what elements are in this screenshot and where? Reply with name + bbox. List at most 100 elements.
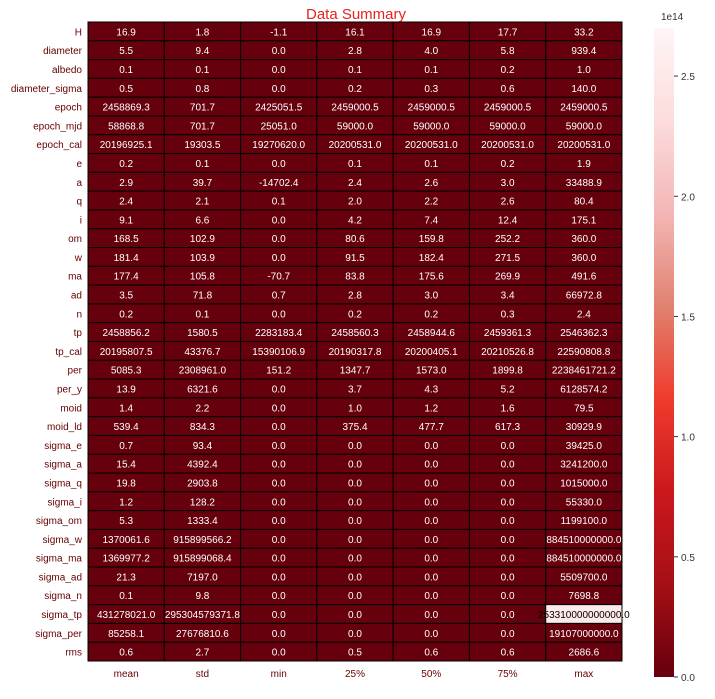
cell-label: 0.0 (272, 234, 286, 245)
cell-label: 0.2 (348, 84, 362, 95)
row-label: sigma_q (44, 478, 82, 489)
cell-label: 0.1 (348, 65, 362, 76)
cell-label: 939.4 (571, 46, 596, 57)
cell-label: 55330.0 (566, 497, 603, 508)
cell-label: 0.1 (424, 65, 438, 76)
cell-label: 0.0 (348, 629, 362, 640)
cell-label: 0.0 (424, 629, 438, 640)
colorbar-tick-label: 0.0 (681, 673, 695, 684)
cell-label: 0.1 (272, 197, 286, 208)
cell-label: 2238461721.2 (552, 366, 616, 377)
cell-label: 2.7 (195, 648, 209, 659)
cell-label: 9.8 (195, 591, 209, 602)
row-label: rms (65, 648, 82, 659)
row-label: sigma_tp (41, 610, 82, 621)
cell-label: 701.7 (190, 121, 215, 132)
cell-label: 0.0 (348, 516, 362, 527)
cell-label: 0.0 (348, 610, 362, 621)
cell-label: 4.2 (348, 215, 362, 226)
cell-label: 6128574.2 (560, 384, 608, 395)
cell-label: 252.2 (495, 234, 520, 245)
row-label: sigma_om (36, 516, 82, 527)
cell-label: 20200531.0 (481, 140, 534, 151)
cell-label: 269.9 (495, 272, 520, 283)
cell-label: 2459000.5 (408, 103, 456, 114)
cell-label: 0.0 (272, 591, 286, 602)
cell-label: 0.6 (501, 648, 515, 659)
cell-label: 2459000.5 (331, 103, 379, 114)
cell-label: 5.5 (119, 46, 133, 57)
cell-label: 701.7 (190, 103, 215, 114)
cell-label: 884510000000.0 (546, 535, 622, 546)
column-label: 75% (498, 669, 518, 680)
colorbar: 0.0 0.5 1.0 1.5 2.0 2.5 1e14 (654, 12, 695, 684)
cell-label: 140.0 (571, 84, 596, 95)
cell-label: 16.9 (116, 27, 136, 38)
cell-label: 71.8 (193, 291, 213, 302)
cell-label: 915899068.4 (173, 554, 232, 565)
row-label: sigma_i (48, 497, 82, 508)
cell-label: 0.1 (424, 159, 438, 170)
cell-label: 33488.9 (566, 178, 603, 189)
cell-label: 93.4 (193, 441, 213, 452)
row-label: sigma_w (43, 535, 83, 546)
cell-label: 2459361.3 (484, 328, 532, 339)
cell-label: 0.2 (424, 309, 438, 320)
cell-label: 0.6 (119, 648, 133, 659)
cell-label: 0.0 (501, 460, 515, 471)
cell-label: 175.1 (571, 215, 596, 226)
cell-label: 3.0 (501, 178, 515, 189)
cell-label: 0.0 (348, 497, 362, 508)
cell-label: 1347.7 (340, 366, 371, 377)
cell-label: 9.1 (119, 215, 133, 226)
cell-label: 0.0 (501, 572, 515, 583)
cell-label: 0.0 (348, 554, 362, 565)
cell-label: 21.3 (116, 572, 136, 583)
cell-label: 175.6 (419, 272, 444, 283)
cell-label: 0.8 (195, 84, 209, 95)
cell-label: 0.6 (501, 84, 515, 95)
cell-label: 1369977.2 (103, 554, 151, 565)
cell-label: 0.0 (424, 516, 438, 527)
cell-label: 0.0 (501, 629, 515, 640)
cell-label: 2.2 (195, 403, 209, 414)
cell-label: 2.9 (119, 178, 133, 189)
cell-label: 59000.0 (337, 121, 374, 132)
cell-label: 834.3 (190, 422, 215, 433)
cell-label: 20200531.0 (405, 140, 458, 151)
heatmap-cell (545, 641, 623, 662)
cell-label: 0.0 (348, 460, 362, 471)
cell-label: 1573.0 (416, 366, 447, 377)
cell-label: 105.8 (190, 272, 215, 283)
cell-label: 0.2 (119, 159, 133, 170)
cell-label: 5509700.0 (560, 572, 608, 583)
row-label: tp_cal (55, 347, 82, 358)
cell-label: 0.0 (424, 478, 438, 489)
row-label: n (76, 309, 82, 320)
cell-label: 181.4 (114, 253, 139, 264)
cell-label: 1015000.0 (560, 478, 608, 489)
cell-label: 0.5 (119, 84, 133, 95)
column-label: 25% (345, 669, 365, 680)
cell-label: 20190317.8 (329, 347, 382, 358)
cell-label: 0.0 (272, 309, 286, 320)
cell-label: 3.0 (424, 291, 438, 302)
cell-label: 0.7 (119, 441, 133, 452)
cell-label: 22590808.8 (557, 347, 610, 358)
row-label: H (75, 27, 82, 38)
cell-label: 0.0 (272, 65, 286, 76)
cell-label: 295304579371.8 (165, 610, 241, 621)
cell-label: 0.0 (348, 572, 362, 583)
cell-label: 0.0 (272, 403, 286, 414)
cell-label: 2.4 (348, 178, 362, 189)
cell-label: 128.2 (190, 497, 215, 508)
colorbar-tick-label: 1.5 (681, 312, 695, 323)
cell-label: 33.2 (574, 27, 594, 38)
cell-label: 0.0 (272, 478, 286, 489)
cell-label: 6321.6 (187, 384, 218, 395)
cell-label: 3.7 (348, 384, 362, 395)
cell-label: 66972.8 (566, 291, 603, 302)
cell-label: 271.5 (495, 253, 520, 264)
